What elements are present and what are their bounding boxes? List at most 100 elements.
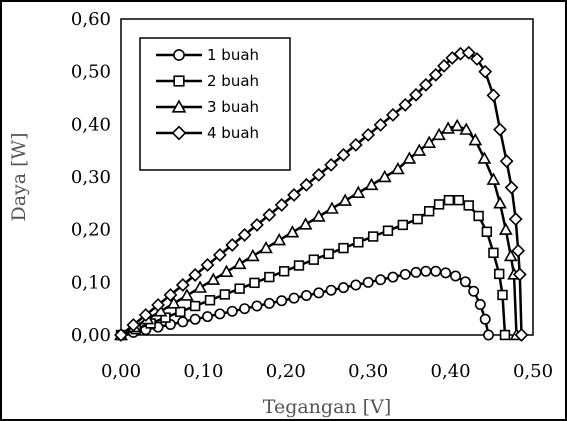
data-point-square [189,300,201,312]
data-point-circle [313,287,325,299]
legend-marker-triangle [171,99,187,113]
data-point-triangle [459,122,474,135]
data-point-circle [468,285,480,297]
data-point-triangle [311,209,326,222]
data-point-circle [440,267,452,279]
data-point-square [219,289,231,300]
data-point-diamond [348,137,363,152]
data-point-diamond [299,177,314,192]
data-point-triangle [402,151,417,164]
data-point-circle [214,308,226,320]
y-tick-label: 0,50 [71,62,111,83]
data-point-diamond [250,218,264,232]
data-point-circle [189,313,201,325]
data-point-square [175,306,186,318]
series-3 [114,118,524,341]
data-point-square [481,226,493,237]
data-point-circle [450,270,462,282]
data-point-square [443,194,455,206]
data-point-diamond [262,208,277,222]
data-point-square [308,254,320,265]
data-point-square [353,237,364,248]
data-point-triangle [391,161,405,175]
data-point-diamond [470,52,484,66]
data-point-square [473,210,484,222]
y-tick-label: 0,40 [71,114,111,135]
x-tick-label: 0,00 [101,361,141,382]
data-point-diamond [373,117,388,132]
data-point-diamond [126,318,141,332]
data-point-circle [459,276,471,288]
data-point-diamond [437,58,451,73]
data-point-square [397,219,409,231]
data-point-triangle [477,151,492,164]
data-point-square [494,268,505,280]
data-point-triangle [285,225,300,238]
data-point-diamond [287,188,301,202]
data-point-triangle [503,248,518,262]
data-point-diamond [386,107,400,122]
data-point-square [264,271,275,283]
data-point-circle [375,274,387,286]
data-point-square [423,206,435,217]
data-point-square [293,260,305,271]
data-point-triangle [486,172,501,185]
data-point-triangle [193,280,207,293]
data-point-triangle [422,135,437,148]
data-point-diamond [398,97,413,112]
data-point-square [463,200,474,211]
y-tick-label: 0,60 [71,9,111,30]
x-axis-title: Tegangan [V] [263,396,391,418]
data-point-circle [362,276,374,288]
data-point-diamond [508,212,523,227]
data-point-triangle [232,256,247,270]
data-point-triangle [298,217,313,230]
legend-label: 2 buah [207,72,259,90]
data-point-square [278,266,290,277]
data-point-diamond [499,154,514,169]
data-point-triangle [180,288,194,301]
data-point-circle [325,284,337,296]
data-point-circle [399,268,411,280]
data-point-square [323,248,334,260]
data-point-square [499,329,511,341]
data-point-diamond [428,67,443,82]
legend-marker-diamond [171,125,187,141]
data-point-diamond [504,180,519,195]
data-point-diamond [274,198,289,212]
data-point-triangle [364,177,379,191]
data-point-diamond [486,88,501,103]
data-point-diamond [514,328,529,342]
legend-entry: 2 buah [156,72,259,90]
y-axis-title: Daya [W] [8,132,30,221]
data-point-triangle [219,264,234,278]
x-tick-label: 0,30 [348,361,388,382]
data-point-diamond [175,278,190,292]
data-point-diamond [336,147,351,162]
data-point-circle [202,311,213,323]
data-point-diamond [409,87,423,102]
data-point-triangle [412,143,427,156]
data-point-triangle [432,127,446,141]
data-point-square [249,277,260,289]
data-point-diamond [461,45,476,60]
data-point-diamond [212,248,227,262]
data-point-circle [410,266,422,278]
data-point-circle [177,316,189,328]
data-point-diamond [512,267,527,282]
data-point-circle [338,282,349,294]
data-point-triangle [338,193,352,206]
series-layer [114,45,529,342]
legend: 1 buah 2 buah 3 buah 4 buah [139,37,291,171]
y-tick-label: 0,30 [71,167,111,188]
data-point-diamond [151,298,165,312]
data-point-diamond [361,127,376,142]
data-point-square [234,283,245,294]
data-point-circle [239,303,251,315]
data-point-square [488,247,499,259]
data-point-diamond [114,328,128,342]
legend-entry: 4 buah [156,124,259,142]
data-point-diamond [311,167,326,182]
data-point-triangle [377,169,392,183]
x-tick-label: 0,20 [266,361,306,382]
